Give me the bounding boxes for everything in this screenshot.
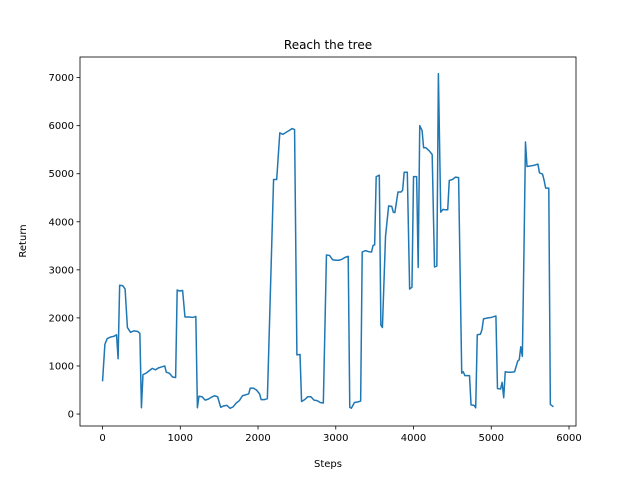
y-tick-label: 4000 bbox=[49, 217, 74, 228]
line bbox=[101, 73, 554, 410]
y-tick-label: 7000 bbox=[49, 73, 74, 84]
y-tick-label: 5000 bbox=[49, 169, 74, 180]
y-tick-label: 2000 bbox=[49, 313, 74, 324]
x-tick-label: 4000 bbox=[401, 433, 426, 444]
x-tick-label: 6000 bbox=[556, 433, 581, 444]
y-tick-label: 6000 bbox=[49, 121, 74, 132]
x-tick-label: 1000 bbox=[168, 433, 193, 444]
chart-title: Reach the tree bbox=[284, 38, 372, 52]
y-axis-label: Return bbox=[18, 224, 29, 257]
x-axis-label: Steps bbox=[314, 459, 342, 470]
x-tick-label: 3000 bbox=[323, 433, 348, 444]
x-tick-label: 5000 bbox=[479, 433, 504, 444]
x-tick-label: 0 bbox=[99, 433, 105, 444]
y-tick-label: 1000 bbox=[49, 361, 74, 372]
x-tick-label: 2000 bbox=[245, 433, 270, 444]
y-tick-label: 0 bbox=[68, 410, 74, 421]
y-tick-label: 3000 bbox=[49, 265, 74, 276]
plot-frame bbox=[79, 56, 577, 427]
